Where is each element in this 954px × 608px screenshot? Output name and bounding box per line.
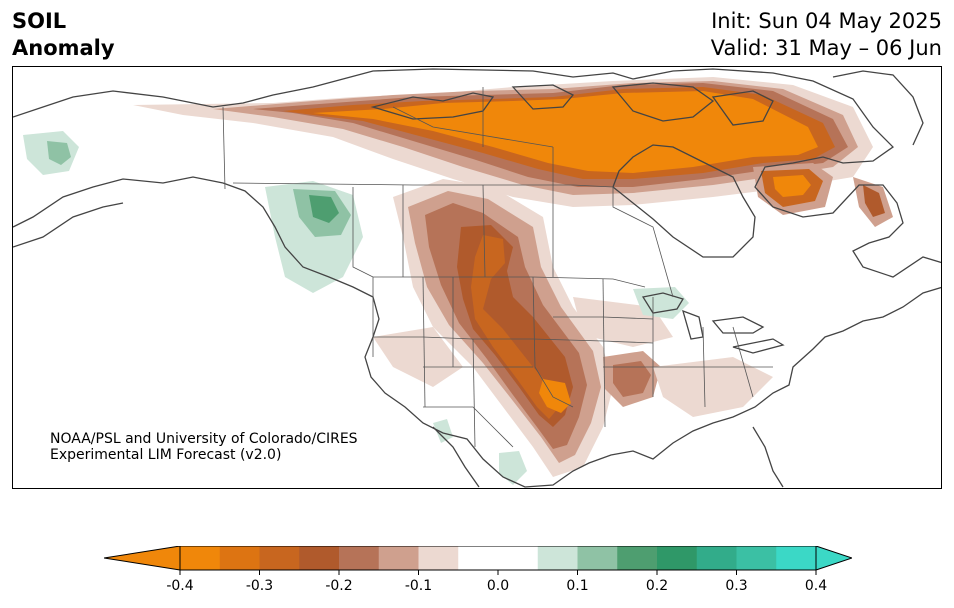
credit-line-2: Experimental LIM Forecast (v2.0) xyxy=(50,447,281,463)
colorbar-cell xyxy=(697,546,737,570)
colorbar-extend-low xyxy=(104,546,180,570)
colorbar-tick-label: 0.4 xyxy=(791,578,841,594)
forecast-dates: Init: Sun 04 May 2025 Valid: 31 May – 06… xyxy=(711,8,942,62)
variable-name: SOIL xyxy=(12,8,115,35)
colorbar-cell xyxy=(538,546,578,570)
map-panel: NOAA/PSL and University of Colorado/CIRE… xyxy=(12,66,942,489)
colorbar-cell xyxy=(498,546,538,570)
map-title: SOIL Anomaly xyxy=(12,8,115,62)
colorbar-tick-label: 0.3 xyxy=(712,578,762,594)
valid-range: Valid: 31 May – 06 Jun xyxy=(711,35,942,62)
colorbar-cell xyxy=(379,546,419,570)
colorbar-cell xyxy=(339,546,379,570)
colorbar-cell xyxy=(299,546,339,570)
colorbar-tick-label: -0.3 xyxy=(235,578,285,594)
colorbar-tick-label: -0.2 xyxy=(314,578,364,594)
colorbar xyxy=(104,546,852,576)
quantity-name: Anomaly xyxy=(12,35,115,62)
colorbar-tick-label: -0.1 xyxy=(394,578,444,594)
colorbar-cell xyxy=(220,546,260,570)
colorbar-cell xyxy=(419,546,459,570)
soil-anomaly-map: NOAA/PSL and University of Colorado/CIRE… xyxy=(13,67,942,489)
colorbar-cell xyxy=(657,546,697,570)
colorbar-tick-label: -0.4 xyxy=(155,578,205,594)
init-date: Init: Sun 04 May 2025 xyxy=(711,8,942,35)
colorbar-cell xyxy=(737,546,777,570)
colorbar-cell xyxy=(776,546,816,570)
colorbar-cell xyxy=(578,546,618,570)
colorbar-extend-high xyxy=(816,546,852,570)
colorbar-cell xyxy=(260,546,300,570)
colorbar-tick-label: 0.0 xyxy=(473,578,523,594)
colorbar-ticks xyxy=(180,570,816,575)
colorbar-cell xyxy=(458,546,498,570)
colorbar-tick-label: 0.1 xyxy=(553,578,603,594)
credit-line-1: NOAA/PSL and University of Colorado/CIRE… xyxy=(50,431,358,447)
colorbar-tick-label: 0.2 xyxy=(632,578,682,594)
colorbar-cell xyxy=(180,546,220,570)
colorbar-cell xyxy=(617,546,657,570)
colorbar-cells xyxy=(180,546,817,570)
